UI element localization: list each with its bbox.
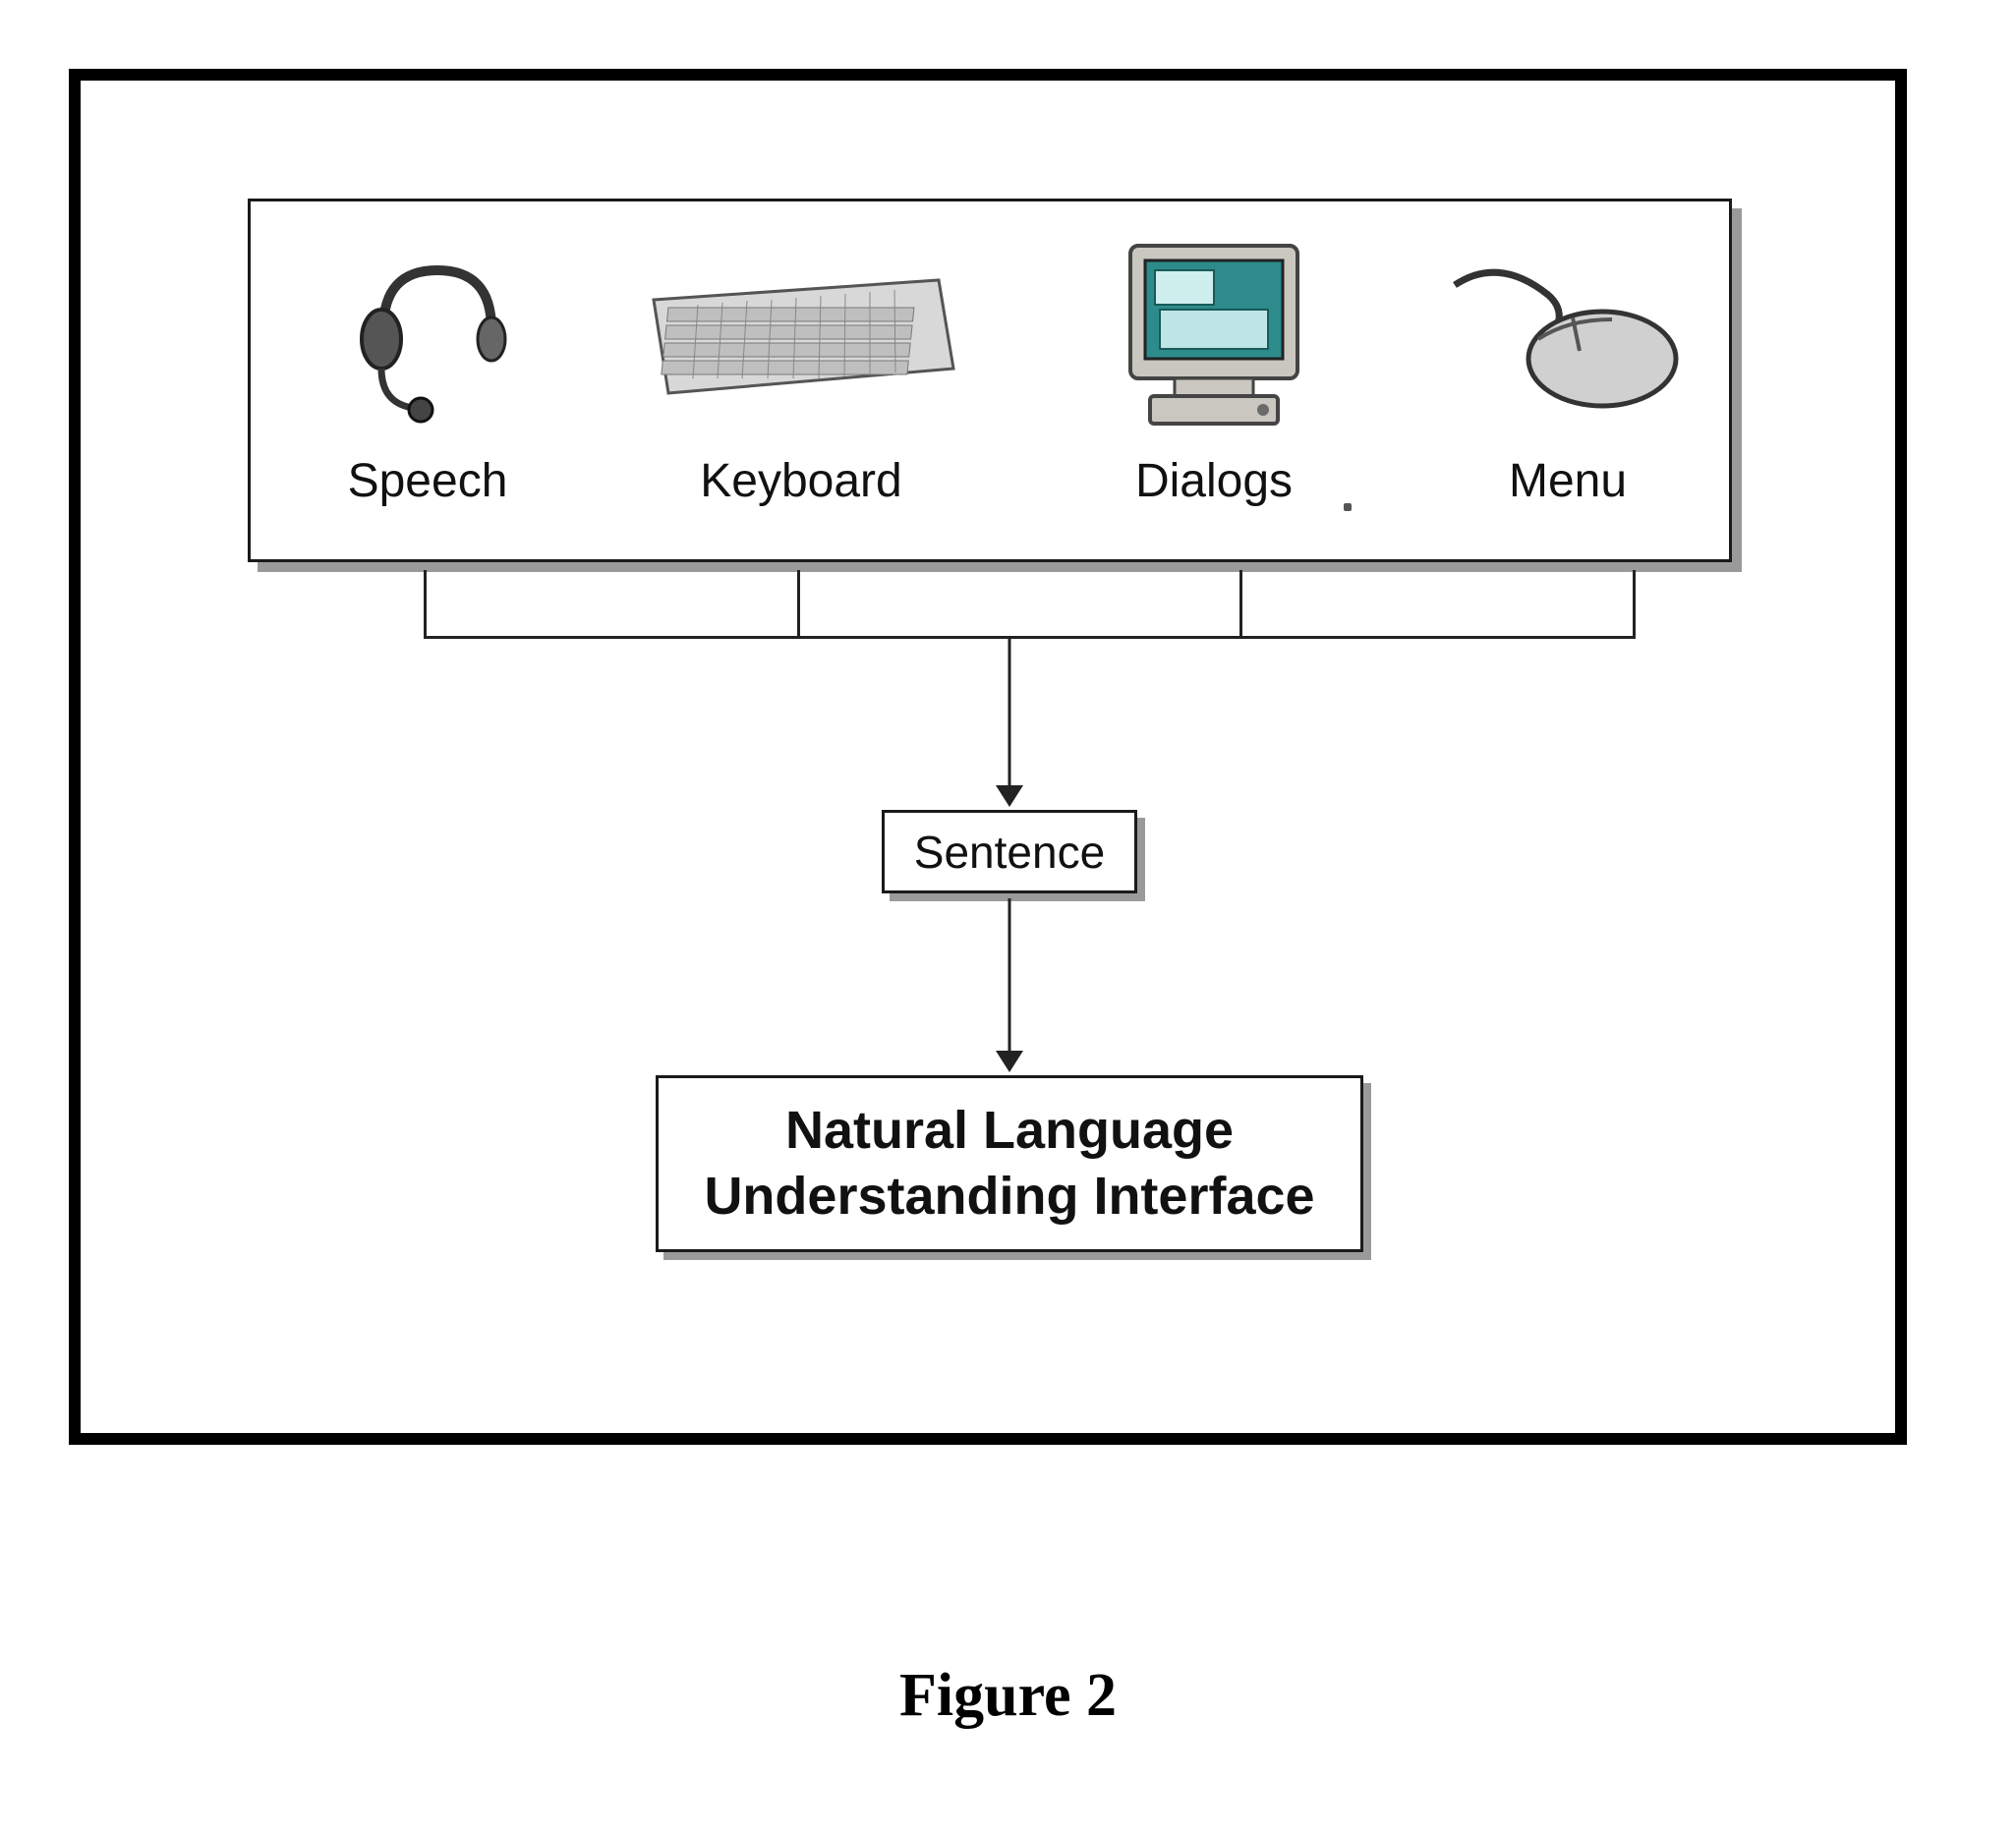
keyboard-icon bbox=[614, 226, 988, 442]
artifact-dot bbox=[1344, 503, 1352, 511]
nlu-label: Natural Language Understanding Interface bbox=[704, 1098, 1314, 1231]
arrowhead-inputs-to-sentence bbox=[996, 785, 1023, 807]
nlu-label-line2: Understanding Interface bbox=[704, 1167, 1314, 1226]
arrow-inputs-to-sentence bbox=[1008, 638, 1011, 785]
arrowhead-sentence-to-nlu bbox=[996, 1051, 1023, 1072]
input-label-menu: Menu bbox=[1420, 454, 1715, 508]
input-label-keyboard: Keyboard bbox=[614, 454, 988, 508]
bus-horizontal bbox=[424, 636, 1636, 639]
input-label-dialogs: Dialogs bbox=[1037, 454, 1391, 508]
inputs-group-box: Speech bbox=[248, 199, 1732, 562]
figure-page: Speech bbox=[0, 0, 2016, 1834]
input-item-speech: Speech bbox=[270, 226, 585, 508]
sentence-node: Sentence bbox=[882, 810, 1137, 893]
input-item-keyboard: Keyboard bbox=[614, 226, 988, 508]
monitor-icon bbox=[1037, 226, 1391, 442]
nlu-label-line1: Natural Language bbox=[785, 1101, 1234, 1160]
figure-caption: Figure 2 bbox=[0, 1661, 2016, 1731]
bus-drop-dialogs bbox=[1239, 570, 1242, 639]
diagram-frame: Speech bbox=[69, 69, 1907, 1445]
mouse-icon bbox=[1420, 226, 1715, 442]
nlu-node: Natural Language Understanding Interface bbox=[656, 1075, 1363, 1252]
input-item-menu: Menu bbox=[1420, 226, 1715, 508]
bus-drop-speech bbox=[424, 570, 427, 639]
bus-drop-menu bbox=[1633, 570, 1636, 639]
arrow-sentence-to-nlu bbox=[1008, 898, 1011, 1051]
sentence-label: Sentence bbox=[914, 826, 1105, 879]
headset-icon bbox=[270, 226, 585, 442]
input-item-dialogs: Dialogs bbox=[1037, 226, 1391, 508]
bus-drop-keyboard bbox=[797, 570, 800, 639]
input-label-speech: Speech bbox=[270, 454, 585, 508]
